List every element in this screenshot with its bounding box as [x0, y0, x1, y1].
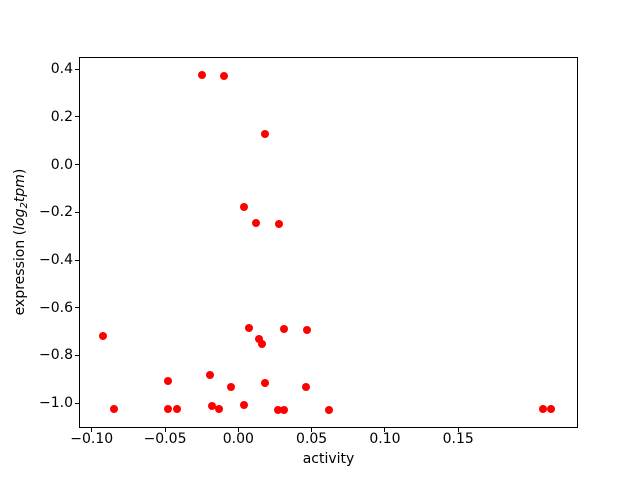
data-point	[215, 404, 224, 413]
y-axis-label-suffix: )	[12, 168, 28, 175]
y-tick-label: 0.4	[50, 61, 73, 78]
data-point	[539, 405, 548, 414]
y-axis-label-log: log	[12, 208, 28, 230]
data-point	[109, 405, 118, 414]
data-point	[240, 202, 249, 211]
x-tick-mark	[164, 428, 166, 432]
data-point	[254, 334, 263, 343]
data-point	[197, 71, 206, 80]
x-tick-mark	[311, 428, 313, 432]
data-point	[206, 370, 215, 379]
x-tick-mark	[384, 428, 386, 432]
x-tick-mark	[237, 428, 239, 432]
x-tick-label: 0.00	[222, 431, 254, 447]
x-tick-label: 0.15	[442, 431, 474, 447]
x-tick-label: 0.10	[369, 431, 401, 447]
data-point	[260, 129, 269, 138]
data-point	[227, 383, 235, 392]
y-tick-mark	[75, 402, 79, 404]
y-axis-label-prefix: expression (	[12, 229, 28, 316]
data-point	[257, 340, 266, 349]
x-tick-mark	[91, 428, 93, 432]
y-axis-label-subscript: 2	[19, 202, 30, 209]
y-tick-label: −1.0	[39, 395, 73, 412]
data-point	[303, 326, 312, 335]
data-point	[275, 220, 284, 228]
y-axis-label-tpm: tpm	[12, 174, 28, 203]
data-point	[163, 377, 172, 386]
y-tick-mark	[75, 68, 79, 70]
data-point	[219, 72, 228, 81]
x-axis-label: activity	[302, 451, 355, 467]
y-tick-label: 0.2	[50, 108, 73, 125]
y-tick-mark	[75, 259, 79, 261]
data-point	[99, 332, 108, 341]
data-point	[279, 325, 288, 334]
data-point	[260, 379, 269, 388]
data-point	[325, 405, 334, 414]
y-tick-label: −0.6	[39, 299, 73, 316]
y-tick-label: −0.8	[39, 347, 73, 364]
data-point	[251, 218, 260, 227]
data-point	[301, 383, 310, 392]
data-point	[279, 405, 288, 414]
x-tick-label: −0.05	[143, 431, 187, 447]
data-point	[546, 405, 555, 414]
data-point	[244, 323, 253, 332]
y-tick-mark	[75, 116, 79, 118]
x-tick-label: −0.10	[70, 431, 114, 447]
data-point	[207, 402, 216, 411]
y-tick-label: −0.4	[39, 252, 73, 269]
x-tick-mark	[457, 428, 459, 432]
plot-area	[75, 57, 578, 432]
y-tick-mark	[75, 307, 79, 309]
y-tick-label: −0.2	[39, 204, 73, 221]
data-point	[273, 405, 282, 414]
data-point	[172, 405, 181, 414]
data-point	[163, 405, 172, 414]
y-tick-mark	[75, 211, 79, 213]
x-tick-label: 0.05	[296, 431, 328, 447]
y-tick-label: 0.0	[50, 156, 73, 173]
y-axis-label: expression (log2tpm)	[12, 142, 30, 342]
data-point	[240, 400, 249, 409]
y-tick-mark	[75, 354, 79, 356]
y-tick-mark	[75, 164, 79, 166]
